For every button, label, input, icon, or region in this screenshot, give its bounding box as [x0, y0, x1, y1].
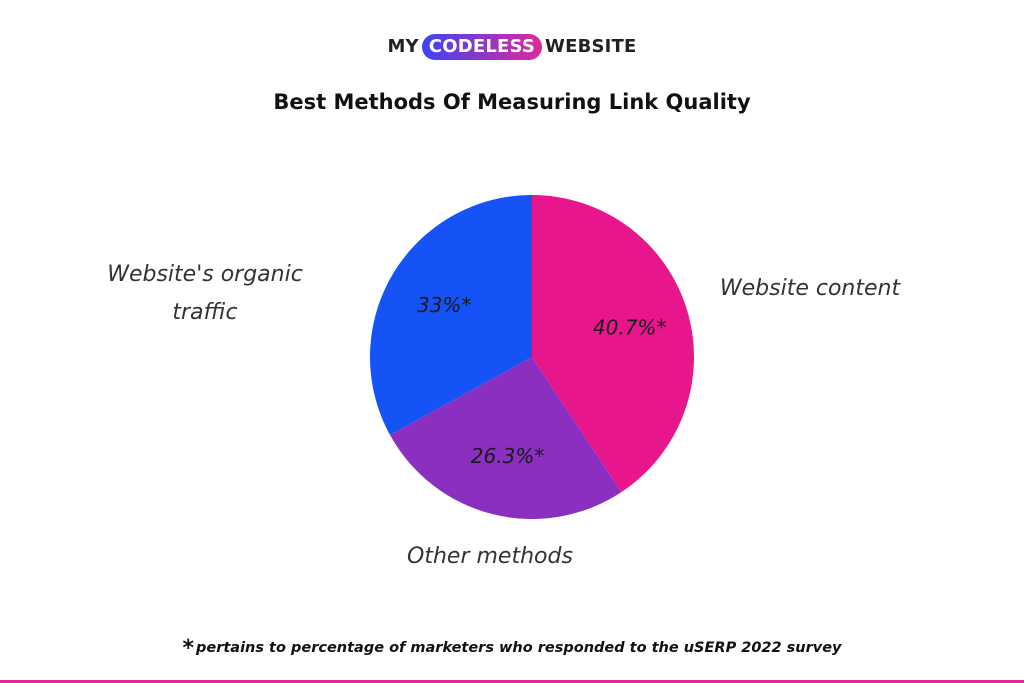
chart-title: Best Methods Of Measuring Link Quality	[273, 90, 751, 114]
slice-other-methods-value-label: 26.3%*	[471, 444, 545, 468]
category-label-website-content: Website content	[719, 276, 901, 301]
logo-highlight: CODELESS	[421, 34, 543, 60]
footnote: * pertains to percentage of marketers who…	[0, 636, 1024, 661]
category-label-other-methods: Other methods	[407, 544, 573, 569]
bottom-accent-line	[0, 680, 1024, 683]
category-label-organic-traffic: Website's organic traffic	[80, 256, 330, 332]
slice-organic-traffic	[370, 194, 532, 436]
category-label-organic-line2: traffic	[172, 300, 238, 325]
slice-organic-traffic-value-label: 33%*	[417, 293, 471, 317]
logo-prefix: MY	[387, 36, 419, 57]
footnote-asterisk: *	[182, 636, 194, 661]
slice-website-content-value-label: 40.7%*	[593, 316, 667, 340]
category-label-organic-line1: Website's organic	[107, 262, 303, 287]
footnote-text: pertains to percentage of marketers who …	[196, 640, 842, 656]
slice-other-methods	[390, 357, 622, 519]
brand-logo: MY CODELESS WEBSITE	[0, 34, 1024, 60]
slice-website-content	[532, 195, 694, 493]
logo-suffix: WEBSITE	[545, 36, 637, 57]
pie-slice-labels: 40.7%* 26.3%* 33%*	[417, 293, 666, 468]
pie-slices	[370, 194, 694, 519]
